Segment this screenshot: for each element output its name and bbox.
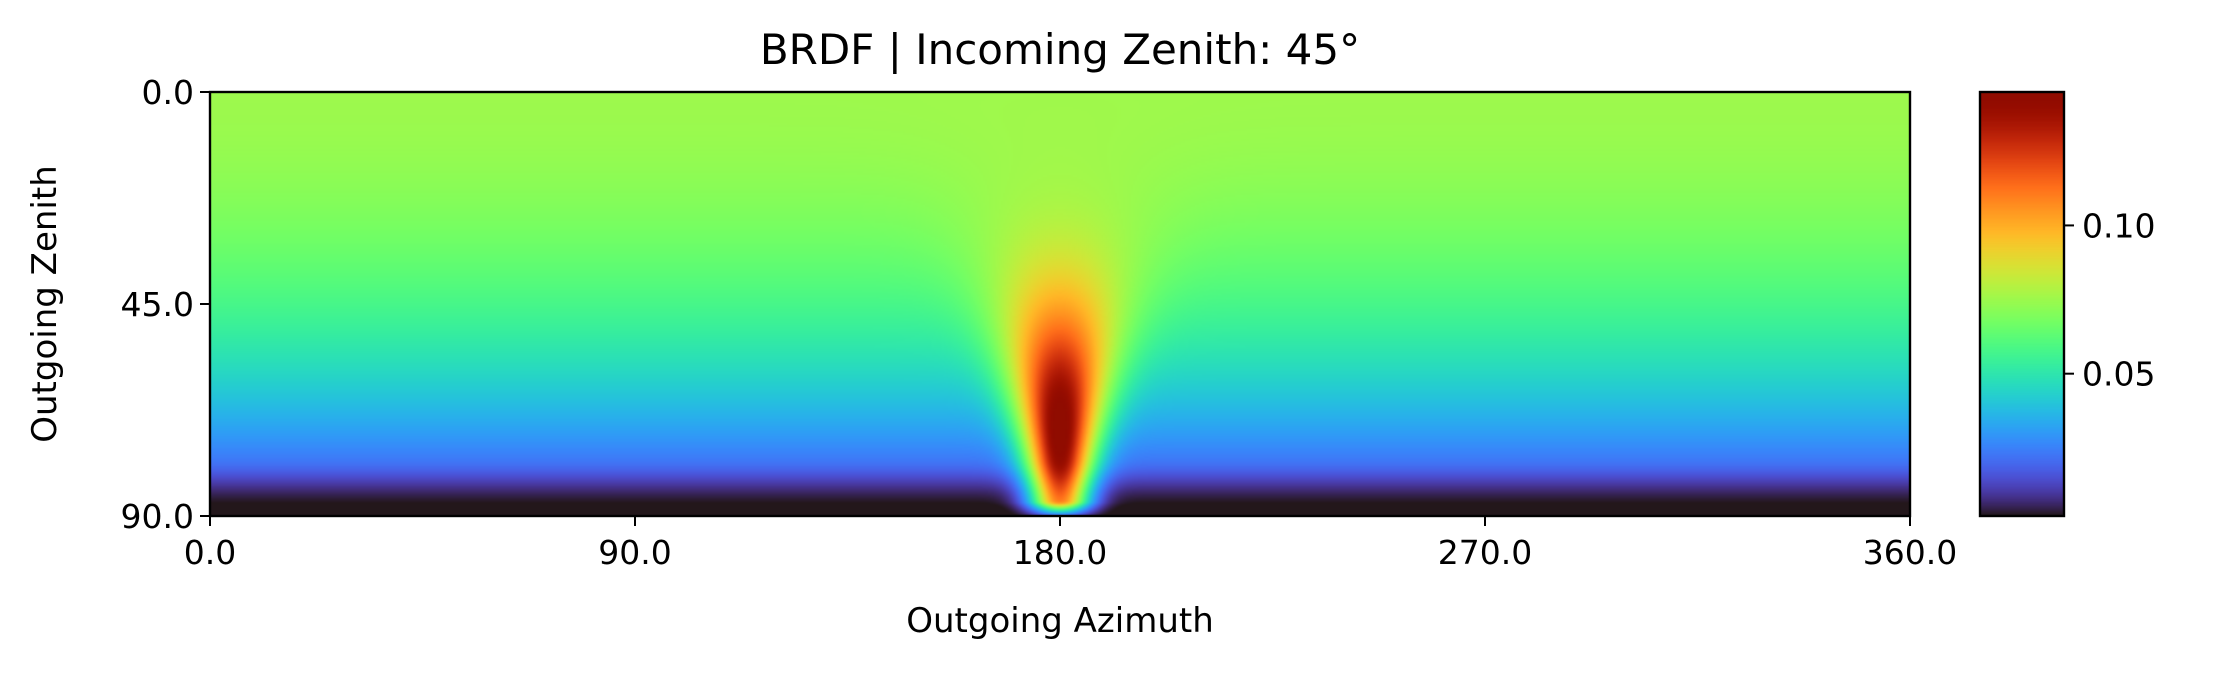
y-tick-label: 45.0	[121, 285, 194, 324]
plot-frame	[208, 90, 1912, 518]
y-axis-title: Outgoing Zenith	[25, 165, 65, 443]
colorbar-tick-label: 0.05	[2082, 355, 2155, 394]
y-tick-label: 0.0	[142, 73, 194, 112]
colorbar-tick-label: 0.10	[2082, 206, 2155, 245]
colorbar-gradient	[1980, 92, 2064, 516]
x-tick-label: 270.0	[1438, 533, 1532, 572]
x-axis: 0.0 90.0 180.0 270.0 360.0	[184, 516, 1957, 572]
x-axis-title: Outgoing Azimuth	[906, 601, 1214, 641]
heatmap-image	[210, 92, 1910, 516]
x-tick-label: 360.0	[1863, 533, 1957, 572]
colorbar-frame	[1978, 90, 2066, 518]
y-tick-label: 90.0	[121, 497, 194, 536]
chart-title: BRDF | Incoming Zenith: 45°	[760, 25, 1360, 74]
x-tick-label: 90.0	[598, 533, 671, 572]
x-tick-label: 0.0	[184, 533, 236, 572]
x-tick-label: 180.0	[1013, 533, 1107, 572]
y-axis: 0.0 45.0 90.0	[121, 73, 210, 536]
colorbar-axis: 0.05 0.10	[2064, 206, 2155, 394]
